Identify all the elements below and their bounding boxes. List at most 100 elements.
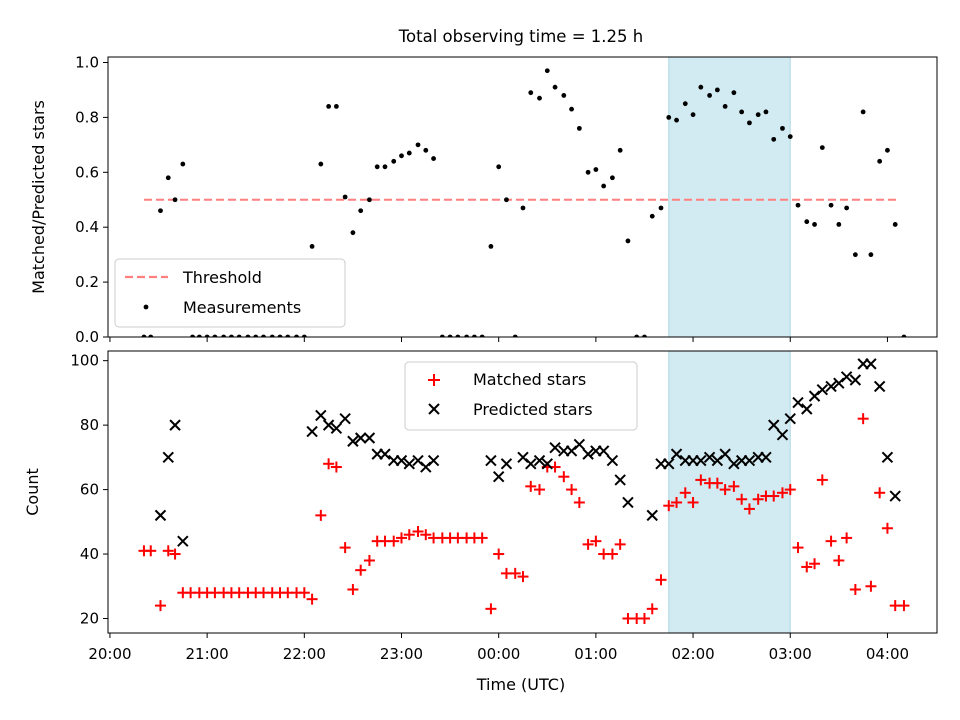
predicted-legend-swatch: [428, 403, 440, 415]
measurement-point: [333, 104, 339, 109]
matched-star-point: [784, 484, 796, 496]
measurement-point: [148, 334, 154, 337]
matched-star-point: [728, 480, 740, 492]
predicted-star-point: [792, 396, 804, 409]
matched-star-point: [874, 487, 886, 499]
x-tick-label: 02:00: [671, 645, 714, 663]
measurement-point: [812, 222, 817, 227]
measurement-point: [190, 334, 195, 337]
observing-window-span-top: [668, 57, 791, 337]
top-plot-area: [141, 68, 907, 337]
predicted-star-point: [582, 448, 594, 460]
measurement-point: [722, 104, 728, 109]
matched-star-point: [881, 522, 893, 534]
matched-star-point: [679, 487, 691, 499]
measurement-point: [642, 334, 647, 337]
matched-star-point: [315, 509, 327, 521]
measurement-point: [585, 169, 591, 175]
measurement-point: [165, 175, 171, 181]
predicted-star-point: [363, 432, 376, 444]
measurement-point: [634, 334, 640, 337]
matched-legend-swatch: [428, 374, 440, 386]
predicted-star-point: [663, 458, 675, 470]
measurement-point: [180, 161, 186, 167]
matched-star-point: [573, 496, 585, 508]
measurement-point: [285, 334, 291, 337]
matched-star-point: [525, 480, 537, 492]
y-tick-label: 20: [80, 609, 99, 627]
y-tick-label: 60: [80, 481, 99, 499]
predicted-star-point: [597, 445, 610, 457]
matched-star-point: [743, 503, 755, 515]
predicted-star-point: [492, 470, 505, 483]
matched-star-point: [355, 564, 367, 576]
matched-star-point: [485, 603, 497, 615]
measurement-point: [391, 158, 397, 164]
matched-legend-label: Matched stars: [473, 370, 586, 389]
predicted-star-point: [776, 429, 789, 441]
measurement-point: [755, 112, 761, 118]
predicted-star-point: [427, 454, 440, 467]
measurement-point: [520, 205, 526, 211]
bottom-y-axis: 20 40 60 80 100: [70, 352, 108, 627]
predicted-star-point: [670, 448, 683, 460]
matched-star-point: [534, 484, 546, 496]
matched-star-point: [719, 484, 731, 496]
matched-star-point: [776, 487, 788, 499]
matched-star-point: [655, 574, 667, 586]
matched-star-point: [768, 490, 780, 502]
measurement-point: [382, 164, 388, 170]
predicted-star-point: [541, 458, 553, 470]
predicted-star-point: [614, 474, 626, 486]
measurement-point: [569, 106, 574, 112]
observing-window-band: [668, 57, 791, 337]
matched-star-point: [339, 542, 351, 554]
measurement-point: [682, 101, 688, 107]
measurement-point: [625, 238, 631, 244]
measurement-point: [690, 112, 696, 118]
top-legend: Threshold Measurements: [114, 258, 346, 328]
matched-star-point: [145, 545, 157, 557]
predicted-star-point: [881, 451, 894, 464]
measurement-point: [512, 334, 518, 337]
predicted-star-point: [703, 451, 716, 464]
measurement-point: [269, 334, 275, 337]
matched-star-point: [509, 567, 521, 579]
measurement-point: [212, 334, 218, 337]
predicted-star-point: [379, 448, 391, 460]
matched-star-point: [825, 535, 837, 547]
top-y-axis-label: Matched/Predicted stars: [29, 100, 48, 294]
matched-star-point: [558, 471, 570, 483]
x-tick-label: 22:00: [283, 645, 326, 663]
predicted-star-point: [395, 454, 408, 467]
measurement-point: [141, 334, 147, 337]
predicted-star-point: [825, 380, 837, 393]
predicted-star-point: [606, 454, 619, 467]
matched-star-point: [582, 538, 594, 550]
matched-star-point: [857, 413, 869, 425]
predicted-star-point: [784, 412, 796, 425]
bottom-y-axis-label: Count: [23, 468, 42, 516]
measurement-point: [204, 334, 210, 337]
measurement-point: [844, 205, 850, 211]
predicted-star-point: [306, 425, 318, 438]
matched-star-point: [646, 603, 658, 615]
predicted-legend-label: Predicted stars: [473, 400, 593, 419]
predicted-star-point: [743, 454, 756, 467]
matched-star-point: [330, 461, 342, 473]
y-tick-label: 0.8: [75, 108, 99, 126]
matched-star-point: [695, 474, 707, 486]
measurement-point: [698, 84, 704, 90]
matched-star-point: [614, 538, 626, 550]
predicted-star-point: [315, 409, 327, 422]
measurement-point: [309, 244, 315, 249]
bottom-legend: Matched stars Predicted stars: [404, 361, 638, 431]
measurement-point: [415, 142, 421, 148]
predicted-star-point: [162, 451, 174, 464]
matched-star-point: [412, 525, 424, 537]
matched-star-point: [833, 554, 845, 566]
matched-star-point: [476, 532, 488, 544]
matched-star-point: [792, 542, 804, 554]
matched-star-point: [638, 612, 650, 624]
